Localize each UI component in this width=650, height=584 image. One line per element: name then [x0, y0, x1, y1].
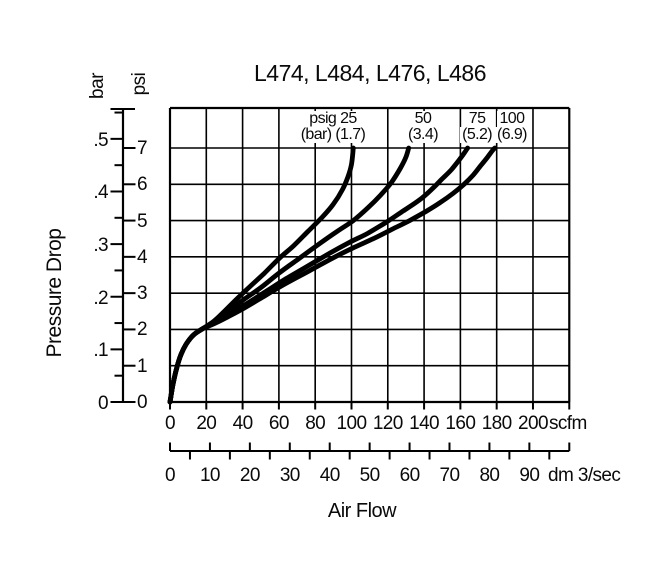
bar-tick-label: .3 — [93, 235, 108, 257]
curve-psig-100-6-9-bar- — [167, 145, 498, 405]
curve-label-line1: psig 25 — [307, 110, 359, 127]
bar-tick-label: .4 — [93, 182, 108, 204]
grid-lines — [168, 106, 571, 404]
dm-tick-label: 20 — [239, 465, 261, 486]
curve-label-line2: (5.2) — [460, 126, 495, 143]
scfm-tick-label: 80 — [305, 413, 326, 434]
curve-label-100: 100 (6.9) — [447, 111, 577, 143]
scfm-tick-label: 140 — [409, 413, 440, 434]
bar-tick-label: .1 — [93, 340, 108, 362]
psi-tick-label: 5 — [137, 210, 148, 232]
curve-label-line2: (bar) (1.7) — [298, 126, 368, 143]
scfm-tick-label: 100 — [336, 413, 368, 434]
dm-tick-label: 90 — [519, 465, 540, 486]
curve-label-75: 75 (5.2) — [412, 111, 542, 143]
curve-psig-75-5-2-bar- — [167, 145, 470, 405]
dm-tick-label: 70 — [439, 465, 461, 486]
curve-label-50: 50 (3.4) — [358, 111, 488, 143]
curve-label-line1: 75 — [466, 110, 488, 127]
dm-ruler — [169, 442, 571, 460]
psi-tick-label: 6 — [137, 174, 148, 196]
psi-tick-label: 7 — [137, 137, 148, 159]
scfm-tick-label: 180 — [481, 413, 513, 434]
pressure-axis — [110, 108, 136, 403]
bar-tick-label: .2 — [93, 287, 108, 309]
dm-tick-label: 10 — [199, 465, 221, 486]
psi-tick-label: 4 — [137, 246, 148, 268]
curve-psig-25-1-7-bar- — [167, 145, 356, 405]
scfm-tick-label: 160 — [445, 413, 476, 434]
scfm-tick-label: 200 — [518, 413, 549, 434]
psi-tick-label: 1 — [137, 355, 148, 377]
bar-unit-label: bar — [87, 73, 108, 99]
chart-title: L474, L484, L476, L486 — [253, 60, 487, 86]
psi-unit-label: psi — [129, 72, 150, 96]
psi-tick-label: 2 — [137, 319, 148, 341]
scfm-tick-label: 40 — [232, 413, 254, 434]
scfm-tick-label: 20 — [196, 413, 217, 434]
dm-tick-label: 40 — [319, 465, 341, 486]
scfm-tick-label: 0 — [165, 413, 176, 434]
scfm-unit-label: scfm — [549, 413, 587, 434]
psi-tick-label: 3 — [137, 283, 148, 305]
bar-tick-label: .5 — [93, 129, 108, 151]
curve-label-line2: (6.9) — [494, 126, 529, 143]
curve-label-line1: 50 — [412, 110, 434, 127]
dm-unit-label: dm 3/sec — [548, 465, 621, 486]
dm-tick-label: 80 — [479, 465, 500, 486]
scfm-tick-label: 120 — [372, 413, 404, 434]
air-flow-axis-label: Air Flow — [327, 500, 397, 522]
flow-curves — [167, 145, 498, 405]
scfm-axis-ticks — [169, 402, 571, 410]
dm-tick-label: 50 — [359, 465, 381, 486]
psi-tick-label: 0 — [137, 392, 148, 413]
curve-label-line2: (3.4) — [406, 126, 440, 143]
dm-tick-label: 30 — [279, 465, 301, 486]
curve-label-line1: 100 — [497, 110, 527, 127]
dm-tick-label: 60 — [399, 465, 421, 486]
scfm-tick-label: 60 — [268, 413, 290, 434]
dm-tick-label: 0 — [165, 465, 176, 486]
bar-tick-label: 0 — [98, 393, 109, 414]
curve-label-psig-25: psig 25 (bar) (1.7) — [268, 111, 398, 143]
